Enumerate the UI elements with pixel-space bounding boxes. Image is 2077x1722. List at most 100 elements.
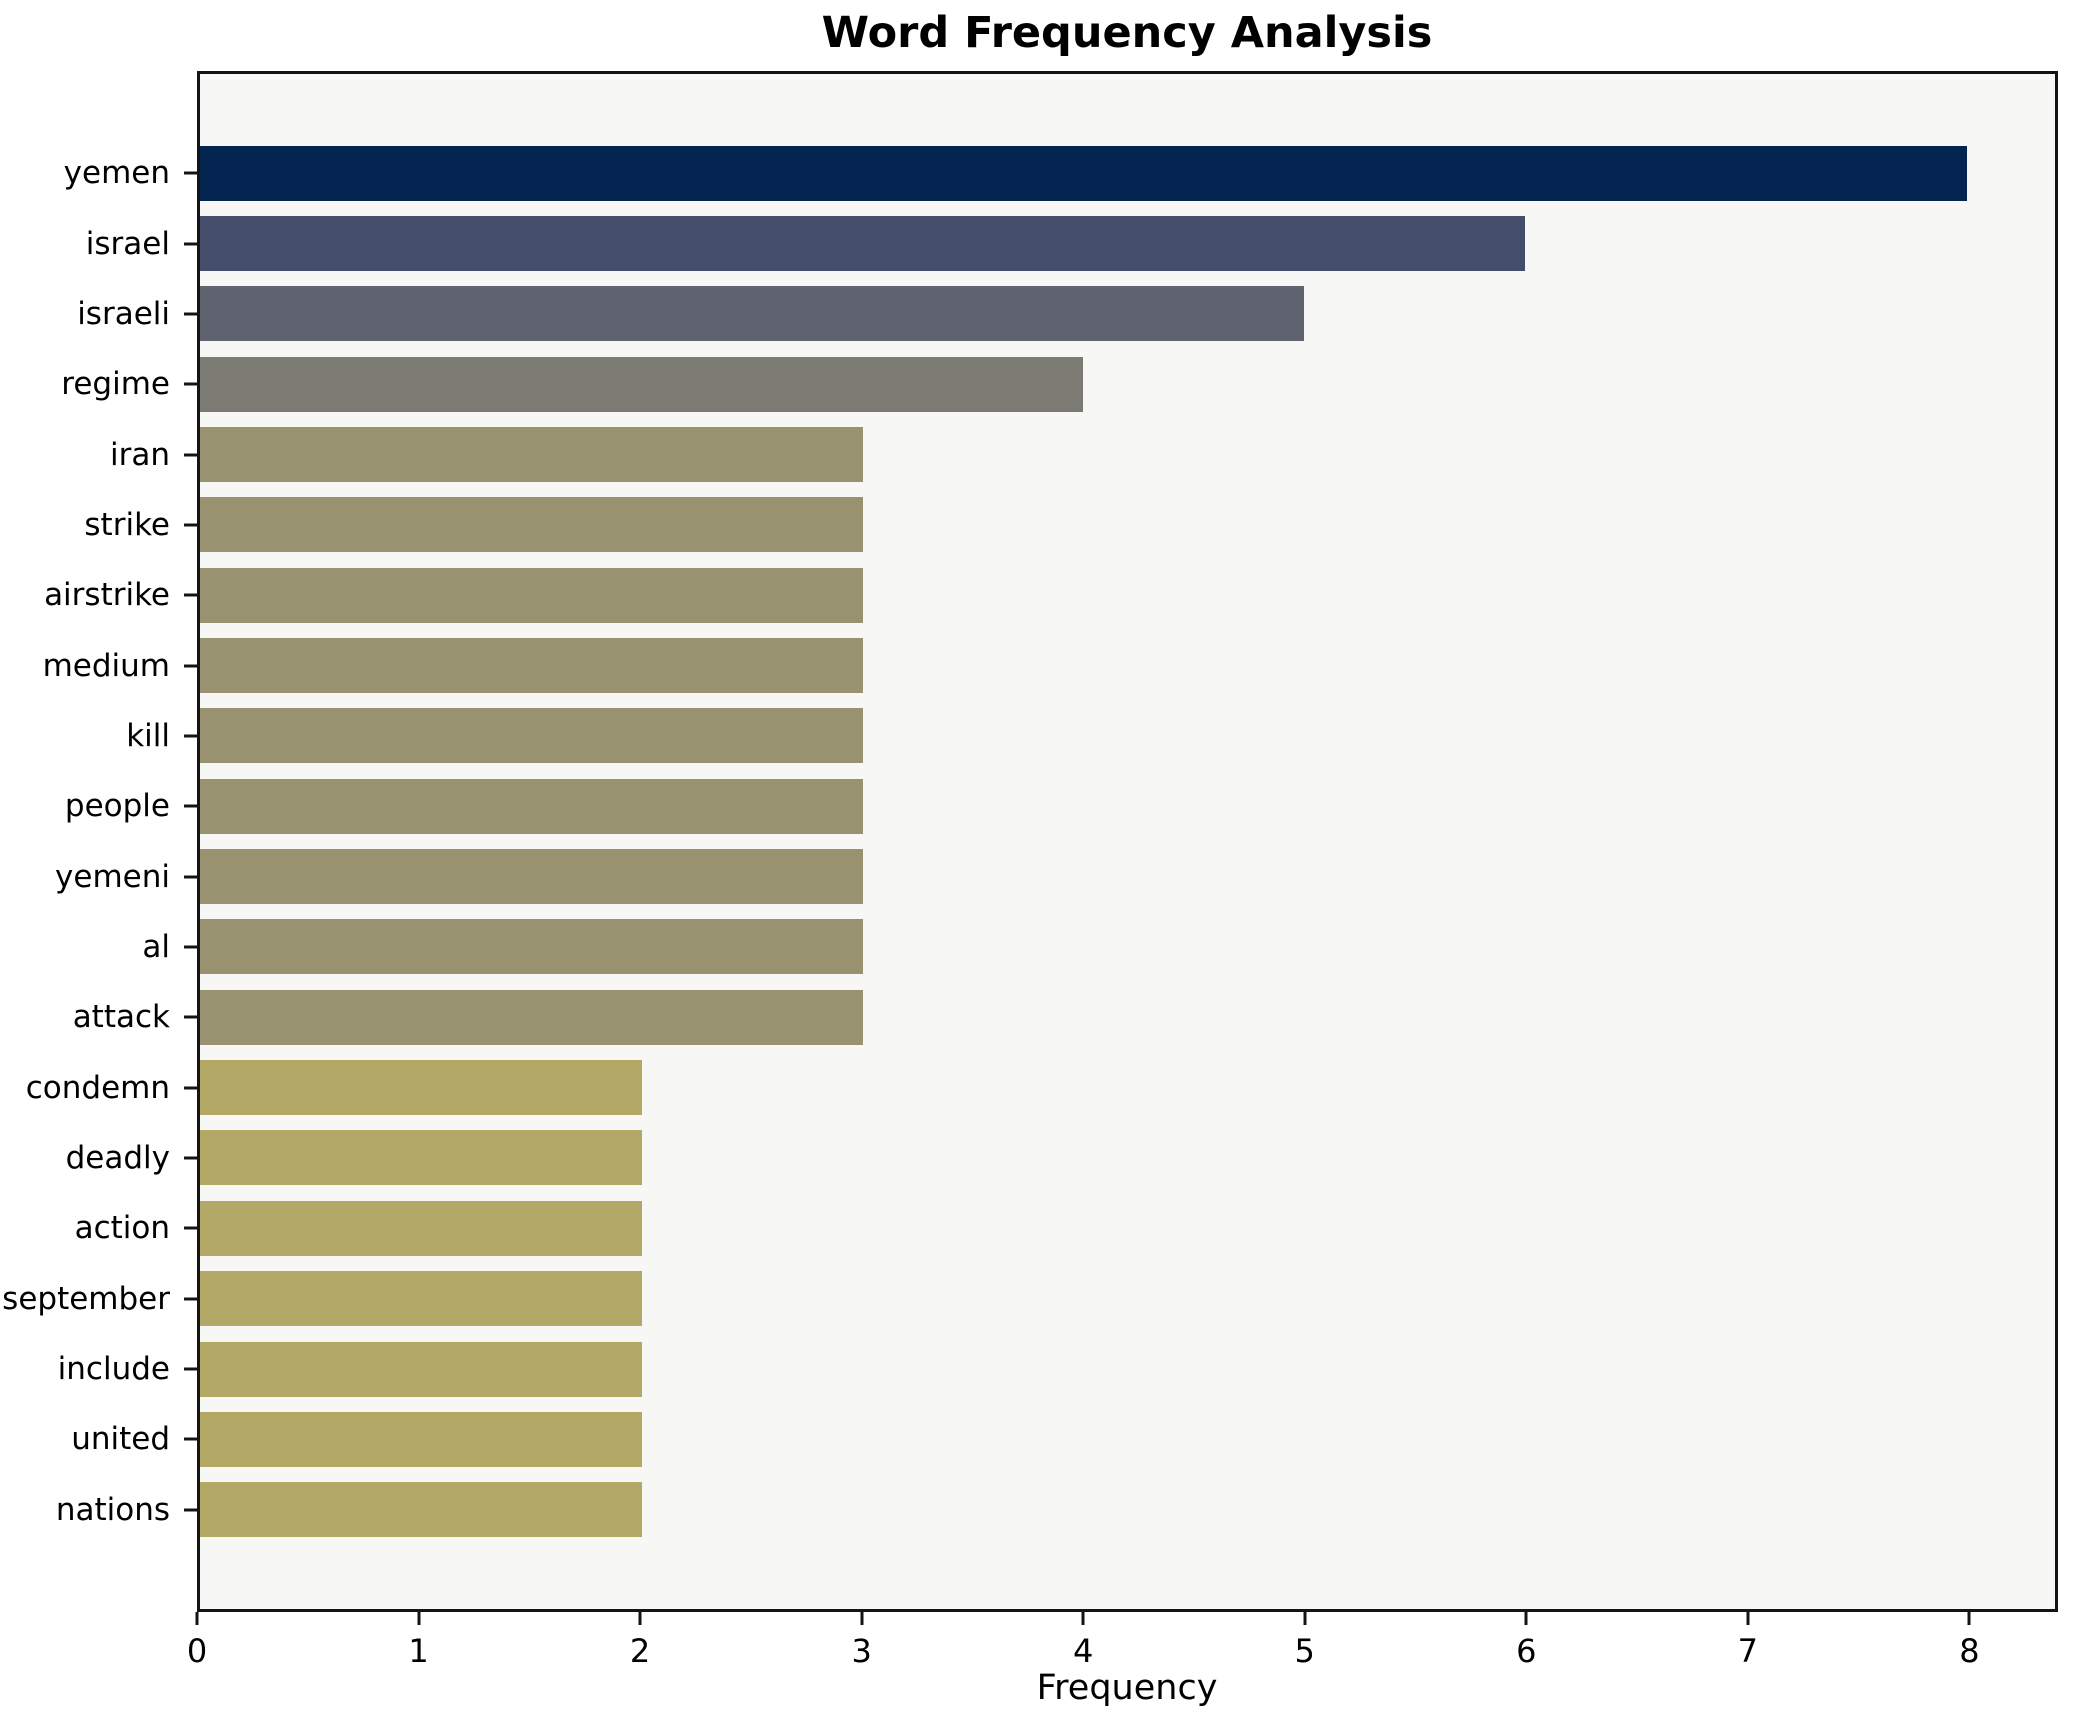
y-tick-label: iran xyxy=(109,436,170,473)
bar xyxy=(200,778,863,834)
x-tick-label: 4 xyxy=(1073,1632,1094,1670)
x-tick-mark xyxy=(1746,1612,1750,1625)
y-tick-label: include xyxy=(57,1351,170,1388)
bar-row: attack xyxy=(73,982,2055,1052)
bar-row: al xyxy=(142,912,2055,982)
x-tick-mark xyxy=(1081,1612,1085,1625)
bar-row: deadly xyxy=(66,1123,2055,1193)
chart-title: Word Frequency Analysis xyxy=(821,8,1433,58)
x-tick-mark xyxy=(860,1612,864,1625)
bar-row: kill xyxy=(126,701,2055,771)
y-tick-label: strike xyxy=(84,506,170,543)
bar xyxy=(200,427,863,483)
x-tick-mark xyxy=(1524,1612,1528,1625)
y-tick-label: deadly xyxy=(65,1139,170,1176)
y-tick-mark xyxy=(184,875,197,879)
bar xyxy=(200,1200,642,1256)
bar-row: nations xyxy=(56,1475,2055,1545)
bar-row: strike xyxy=(84,490,2055,560)
bar xyxy=(200,1130,642,1186)
y-tick-label: yemen xyxy=(63,155,170,192)
y-tick-mark xyxy=(184,945,197,949)
x-tick-mark xyxy=(195,1612,199,1625)
bar xyxy=(200,708,863,764)
y-tick-mark xyxy=(184,1437,197,1441)
bar-row: yemeni xyxy=(55,841,2055,911)
y-tick-mark xyxy=(184,593,197,597)
x-tick-label: 3 xyxy=(851,1632,872,1670)
bar xyxy=(200,145,1967,201)
x-tick-mark xyxy=(417,1612,421,1625)
x-tick-label: 6 xyxy=(1516,1632,1537,1670)
y-tick-label: israel xyxy=(85,225,170,262)
bar-row: airstrike xyxy=(44,560,2055,630)
bar-row: united xyxy=(71,1404,2055,1474)
y-tick-mark xyxy=(184,1367,197,1371)
y-tick-label: airstrike xyxy=(44,577,170,614)
bar-row: people xyxy=(65,771,2055,841)
bar xyxy=(200,638,863,694)
bars-area: yemen israel israeli regime iran strike airstr… xyxy=(2,74,2055,1609)
y-tick-label: people xyxy=(64,788,170,825)
plot-area: yemen israel israeli regime iran strike airstr… xyxy=(2,71,2058,1612)
y-tick-mark xyxy=(184,523,197,527)
x-tick-label: 1 xyxy=(408,1632,429,1670)
y-tick-label: september xyxy=(2,1280,170,1317)
y-tick-mark xyxy=(184,1297,197,1301)
bar xyxy=(200,356,1084,412)
bar xyxy=(200,1341,642,1397)
y-tick-mark xyxy=(184,1226,197,1230)
x-tick-label: 0 xyxy=(186,1632,208,1670)
bar-row: israeli xyxy=(77,279,2055,349)
bar xyxy=(200,567,863,623)
y-tick-label: israeli xyxy=(77,295,170,332)
bar xyxy=(200,1411,642,1467)
bar-row: israel xyxy=(86,208,2055,278)
y-tick-label: yemeni xyxy=(55,858,170,895)
y-tick-mark xyxy=(184,242,197,246)
bar xyxy=(200,286,1305,342)
y-tick-mark xyxy=(184,804,197,808)
y-tick-mark xyxy=(184,171,197,175)
bar-row: iran xyxy=(110,419,2055,489)
bar xyxy=(200,989,863,1045)
bar xyxy=(200,919,863,975)
y-tick-mark xyxy=(184,1508,197,1512)
x-tick-label: 5 xyxy=(1294,1632,1315,1670)
y-tick-label: kill xyxy=(126,717,170,754)
bar xyxy=(200,1271,642,1327)
y-tick-mark xyxy=(184,453,197,457)
y-tick-label: attack xyxy=(72,999,170,1036)
y-tick-label: action xyxy=(74,1210,170,1247)
y-tick-mark xyxy=(184,734,197,738)
y-tick-mark xyxy=(184,312,197,316)
y-tick-label: condemn xyxy=(25,1069,170,1106)
bar-row: yemen xyxy=(64,138,2055,208)
bar xyxy=(200,1060,642,1116)
bar-row: include xyxy=(58,1334,2055,1404)
y-tick-mark xyxy=(184,382,197,386)
y-tick-label: united xyxy=(71,1421,170,1458)
x-tick-mark xyxy=(1967,1612,1971,1625)
bar-row: medium xyxy=(43,630,2055,700)
y-tick-label: medium xyxy=(42,647,170,684)
bar-row: regime xyxy=(61,349,2055,419)
bar-row: condemn xyxy=(26,1052,2055,1122)
y-tick-mark xyxy=(184,1086,197,1090)
x-tick-label: 7 xyxy=(1737,1632,1759,1670)
bar-row: september xyxy=(2,1264,2055,1334)
bar xyxy=(200,849,863,905)
x-tick-mark xyxy=(638,1612,642,1625)
x-tick-label: 2 xyxy=(629,1632,651,1670)
y-tick-mark xyxy=(184,664,197,668)
x-tick-label: 8 xyxy=(1959,1632,1980,1670)
bar-row: action xyxy=(75,1193,2055,1263)
y-tick-label: regime xyxy=(61,366,170,403)
bar xyxy=(200,1482,642,1538)
y-tick-mark xyxy=(184,1156,197,1160)
x-axis-label: Frequency xyxy=(1036,1668,1218,1708)
y-tick-label: nations xyxy=(55,1491,170,1528)
y-tick-label: al xyxy=(142,928,170,965)
y-tick-mark xyxy=(184,1015,197,1019)
